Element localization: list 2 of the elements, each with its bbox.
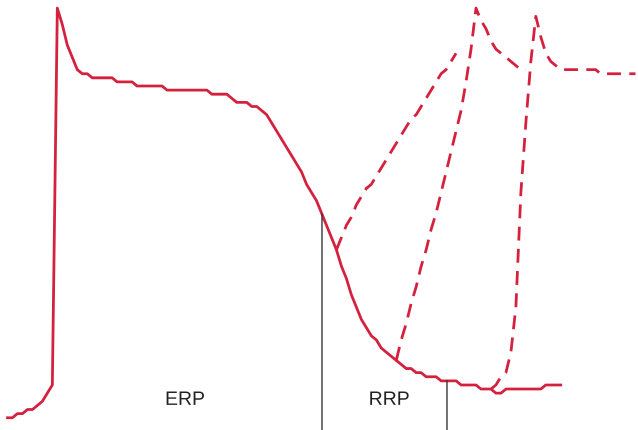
annotation: RRP — [370, 392, 409, 405]
annotation: ERP — [166, 392, 204, 405]
